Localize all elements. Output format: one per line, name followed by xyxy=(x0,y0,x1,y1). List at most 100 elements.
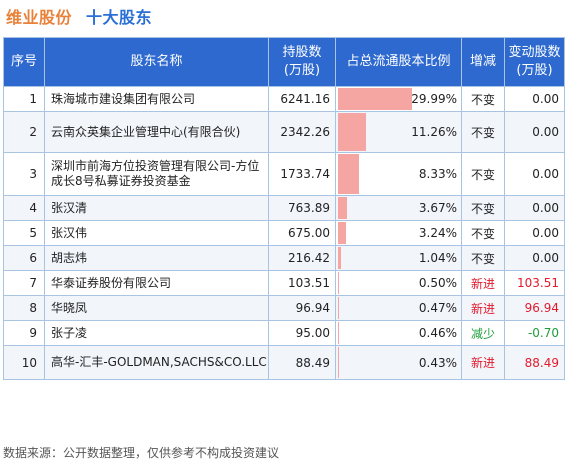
ratio-bar xyxy=(338,222,346,244)
ratio-cell: 3.67% xyxy=(335,195,462,221)
share-delta: -0.70 xyxy=(504,320,565,346)
shareholder-name: 高华-汇丰-GOLDMAN,SACHS&CO.LLC xyxy=(44,345,269,380)
share-delta: 0.00 xyxy=(504,111,565,153)
table-row: 2 云南众英集企业管理中心(有限合伙) 2342.26 11.26% 不变 0.00 xyxy=(3,111,565,153)
ratio-cell: 1.04% xyxy=(335,245,462,271)
ratio-label: 8.33% xyxy=(418,167,457,181)
row-index: 7 xyxy=(3,270,45,296)
ratio-bar xyxy=(338,322,340,344)
row-index: 4 xyxy=(3,195,45,221)
ratio-label: 0.50% xyxy=(418,276,457,290)
change-status: 不变 xyxy=(461,111,505,153)
ratio-bar xyxy=(338,197,348,219)
shareholder-name: 华泰证券股份有限公司 xyxy=(44,270,269,296)
ratio-label: 29.99% xyxy=(411,92,457,106)
row-index: 9 xyxy=(3,320,45,346)
table-row: 10 高华-汇丰-GOLDMAN,SACHS&CO.LLC 88.49 0.43% 新进… xyxy=(3,345,565,380)
change-status: 减少 xyxy=(461,320,505,346)
shareholder-name: 张汉清 xyxy=(44,195,269,221)
row-index: 8 xyxy=(3,295,45,321)
change-status: 新进 xyxy=(461,345,505,380)
shareholder-name: 华晓凤 xyxy=(44,295,269,321)
table-row: 7 华泰证券股份有限公司 103.51 0.50% 新进 103.51 xyxy=(3,270,565,296)
table-row: 5 张汉伟 675.00 3.24% 不变 0.00 xyxy=(3,220,565,246)
ratio-label: 1.04% xyxy=(418,251,457,265)
shareholder-name: 张汉伟 xyxy=(44,220,269,246)
table-row: 1 珠海城市建设集团有限公司 6241.16 29.99% 不变 0.00 xyxy=(3,86,565,112)
ratio-cell: 8.33% xyxy=(335,152,462,196)
change-status: 不变 xyxy=(461,152,505,196)
ratio-cell: 0.43% xyxy=(335,345,462,380)
header-change: 增减 xyxy=(461,37,505,87)
ratio-label: 3.24% xyxy=(418,226,457,240)
ratio-bar xyxy=(338,88,412,110)
shares-held: 95.00 xyxy=(268,320,336,346)
shares-held: 216.42 xyxy=(268,245,336,271)
table-row: 6 胡志炜 216.42 1.04% 不变 0.00 xyxy=(3,245,565,271)
change-status: 不变 xyxy=(461,86,505,112)
company-name: 维业股份 xyxy=(6,8,73,27)
header-ratio: 占总流通股本比例 xyxy=(335,37,462,87)
ratio-bar xyxy=(338,154,359,194)
table-row: 4 张汉清 763.89 3.67% 不变 0.00 xyxy=(3,195,565,221)
header-idx: 序号 xyxy=(3,37,45,87)
change-status: 不变 xyxy=(461,195,505,221)
change-status: 不变 xyxy=(461,245,505,271)
shareholder-name: 张子凌 xyxy=(44,320,269,346)
header-delta-line2: (万股) xyxy=(516,63,553,78)
ratio-bar xyxy=(338,247,341,269)
ratio-bar xyxy=(338,297,340,319)
shares-held: 1733.74 xyxy=(268,152,336,196)
header-delta: 变动股数 (万股) xyxy=(504,37,565,87)
shareholder-table: 序号 股东名称 持股数 (万股) 占总流通股本比例 增减 变动股数 (万股) 1 珠海… xyxy=(3,37,565,380)
row-index: 10 xyxy=(3,345,45,380)
row-index: 1 xyxy=(3,86,45,112)
ratio-label: 0.47% xyxy=(418,301,457,315)
ratio-bar xyxy=(338,113,366,151)
shares-held: 103.51 xyxy=(268,270,336,296)
row-index: 5 xyxy=(3,220,45,246)
share-delta: 0.00 xyxy=(504,245,565,271)
row-index: 6 xyxy=(3,245,45,271)
shares-held: 675.00 xyxy=(268,220,336,246)
ratio-label: 0.43% xyxy=(418,355,457,370)
ratio-label: 0.46% xyxy=(418,326,457,340)
change-status: 不变 xyxy=(461,220,505,246)
shareholder-name: 胡志炜 xyxy=(44,245,269,271)
shareholder-name: 深圳市前海方位投资管理有限公司-方位成长8号私募证券投资基金 xyxy=(44,152,269,196)
header-name: 股东名称 xyxy=(44,37,269,87)
ratio-label: 11.26% xyxy=(411,125,457,139)
row-index: 2 xyxy=(3,111,45,153)
row-index: 3 xyxy=(3,152,45,196)
shares-held: 6241.16 xyxy=(268,86,336,112)
table-header-row: 序号 股东名称 持股数 (万股) 占总流通股本比例 增减 变动股数 (万股) xyxy=(3,37,565,87)
ratio-bar xyxy=(338,347,340,378)
share-delta: 88.49 xyxy=(504,345,565,380)
page-title: 维业股份 十大股东 xyxy=(6,4,152,28)
ratio-label: 3.67% xyxy=(418,201,457,215)
share-delta: 103.51 xyxy=(504,270,565,296)
table-row: 3 深圳市前海方位投资管理有限公司-方位成长8号私募证券投资基金 1733.74 8.… xyxy=(3,152,565,196)
ratio-cell: 29.99% xyxy=(335,86,462,112)
share-delta: 0.00 xyxy=(504,220,565,246)
header-shares-line1: 持股数 xyxy=(282,45,322,60)
share-delta: 96.94 xyxy=(504,295,565,321)
header-shares: 持股数 (万股) xyxy=(268,37,336,87)
ratio-bar xyxy=(338,272,340,294)
data-source-note: 数据来源：公开数据整理，仅供参考不构成投资建议 xyxy=(3,446,280,460)
header-delta-line1: 变动股数 xyxy=(508,45,561,60)
ratio-cell: 0.50% xyxy=(335,270,462,296)
ratio-cell: 11.26% xyxy=(335,111,462,153)
shares-held: 88.49 xyxy=(268,345,336,380)
share-delta: 0.00 xyxy=(504,152,565,196)
table-row: 9 张子凌 95.00 0.46% 减少 -0.70 xyxy=(3,320,565,346)
change-status: 新进 xyxy=(461,270,505,296)
shareholder-name: 珠海城市建设集团有限公司 xyxy=(44,86,269,112)
share-delta: 0.00 xyxy=(504,86,565,112)
section-title: 十大股东 xyxy=(86,8,153,27)
share-delta: 0.00 xyxy=(504,195,565,221)
shares-held: 2342.26 xyxy=(268,111,336,153)
shareholder-name: 云南众英集企业管理中心(有限合伙) xyxy=(44,111,269,153)
header-shares-line2: (万股) xyxy=(283,63,321,78)
ratio-cell: 0.46% xyxy=(335,320,462,346)
